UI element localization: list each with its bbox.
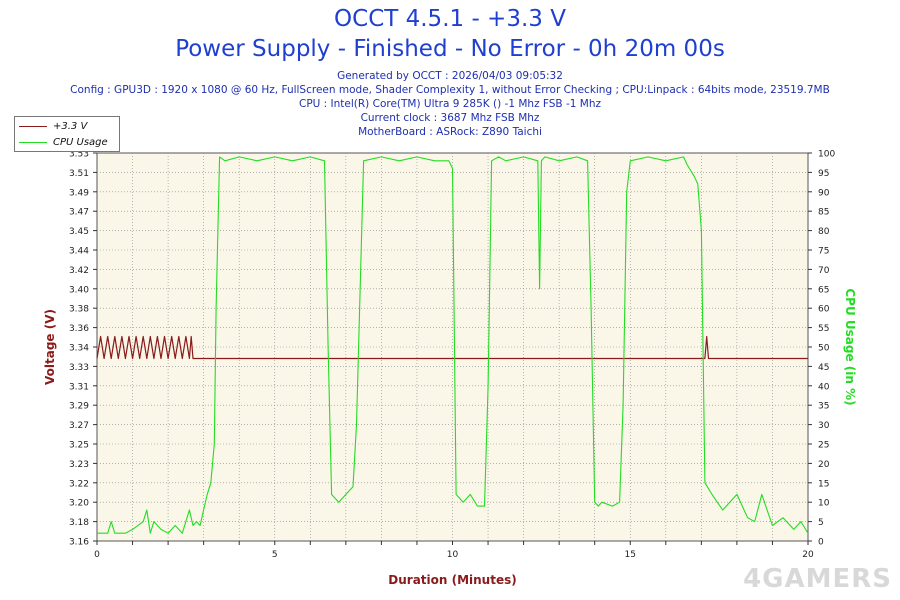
y-left-tick-label: 3.47 [69, 208, 89, 218]
y-right-tick-label: 85 [818, 208, 829, 218]
y-left-tick-label: 3.38 [69, 305, 89, 315]
y-right-tick-label: 45 [818, 363, 829, 373]
x-tick-label: 0 [94, 550, 100, 560]
y-axis-right-label: CPU Usage (in %) [843, 288, 857, 405]
y-left-tick-label: 3.33 [69, 363, 89, 373]
y-right-tick-label: 70 [818, 266, 830, 276]
x-tick-label: 20 [802, 550, 814, 560]
y-left-tick-label: 3.36 [69, 324, 89, 334]
y-left-tick-label: 3.23 [69, 460, 89, 470]
y-right-tick-label: 30 [818, 421, 830, 431]
y-right-tick-label: 50 [818, 344, 830, 354]
y-right-tick-label: 20 [818, 460, 830, 470]
y-right-tick-label: 100 [818, 150, 835, 160]
y-right-tick-label: 15 [818, 479, 829, 489]
y-axis-left-label: Voltage (V) [43, 309, 57, 385]
y-left-tick-label: 3.34 [69, 344, 89, 354]
info-clock: Current clock : 3687 Mhz FSB Mhz [360, 112, 540, 124]
legend-label-cpu: CPU Usage [53, 136, 108, 148]
legend-swatch-cpu [19, 141, 47, 143]
legend-label-voltage: +3.3 V [53, 120, 88, 132]
y-right-tick-label: 55 [818, 324, 829, 334]
legend-item-voltage: +3.3 V [19, 119, 87, 133]
y-right-tick-label: 90 [818, 188, 830, 198]
y-left-tick-label: 3.29 [69, 402, 89, 412]
y-left-tick-label: 3.42 [69, 266, 89, 276]
y-right-tick-label: 80 [818, 227, 830, 237]
y-left-tick-label: 3.25 [69, 441, 89, 451]
legend: +3.3 V CPU Usage [14, 116, 120, 152]
series-layer [96, 156, 809, 534]
y-right-tick-label: 35 [818, 402, 829, 412]
info-motherboard: MotherBoard : ASRock: Z890 Taichi [358, 126, 542, 138]
y-right-tick-label: 40 [818, 382, 830, 392]
series-line-voltage [96, 335, 808, 360]
y-left-tick-label: 3.18 [69, 518, 89, 528]
x-tick-label: 15 [625, 550, 636, 560]
info-generated: Generated by OCCT : 2026/04/03 09:05:32 [337, 70, 563, 82]
y-left-tick-label: 3.22 [69, 479, 89, 489]
y-right-tick-label: 25 [818, 441, 829, 451]
legend-swatch-voltage [19, 125, 47, 127]
y-right-tick-label: 60 [818, 305, 830, 315]
y-right-tick-label: 10 [818, 499, 830, 509]
y-left-tick-label: 3.49 [69, 188, 89, 198]
y-left-tick-label: 3.31 [69, 382, 89, 392]
y-left-tick-label: 3.51 [69, 169, 89, 179]
y-right-tick-label: 5 [818, 518, 824, 528]
info-config: Config : GPU3D : 1920 x 1080 @ 60 Hz, Fu… [70, 84, 830, 96]
x-tick-label: 5 [272, 550, 278, 560]
y-left-tick-label: 3.53 [69, 150, 89, 160]
y-left-tick-label: 3.16 [69, 538, 89, 548]
chart-title: OCCT 4.5.1 - +3.3 V [334, 6, 566, 32]
chart-subtitle: Power Supply - Finished - No Error - 0h … [175, 36, 725, 62]
x-axis-label: Duration (Minutes) [388, 573, 516, 587]
x-tick-label: 10 [447, 550, 459, 560]
y-left-tick-label: 3.20 [69, 499, 89, 509]
series-line-cpu [97, 156, 809, 534]
legend-item-cpu: CPU Usage [19, 135, 108, 149]
y-left-tick-label: 3.44 [69, 247, 89, 257]
y-left-tick-label: 3.45 [69, 227, 89, 237]
watermark-logo: 4GAMERS [743, 564, 892, 594]
y-left-tick-label: 3.40 [69, 285, 89, 295]
y-right-tick-label: 0 [818, 538, 824, 548]
y-right-tick-label: 95 [818, 169, 829, 179]
axes-ticks: 3.16 3.18 3.20 3.22 3.23 3.25 3.27 3.29 3.31 3.33… [69, 150, 835, 561]
y-left-tick-label: 3.27 [69, 421, 89, 431]
y-right-tick-label: 65 [818, 285, 829, 295]
y-right-tick-label: 75 [818, 247, 829, 257]
info-cpu: CPU : Intel(R) Core(TM) Ultra 9 285K () … [298, 98, 602, 110]
